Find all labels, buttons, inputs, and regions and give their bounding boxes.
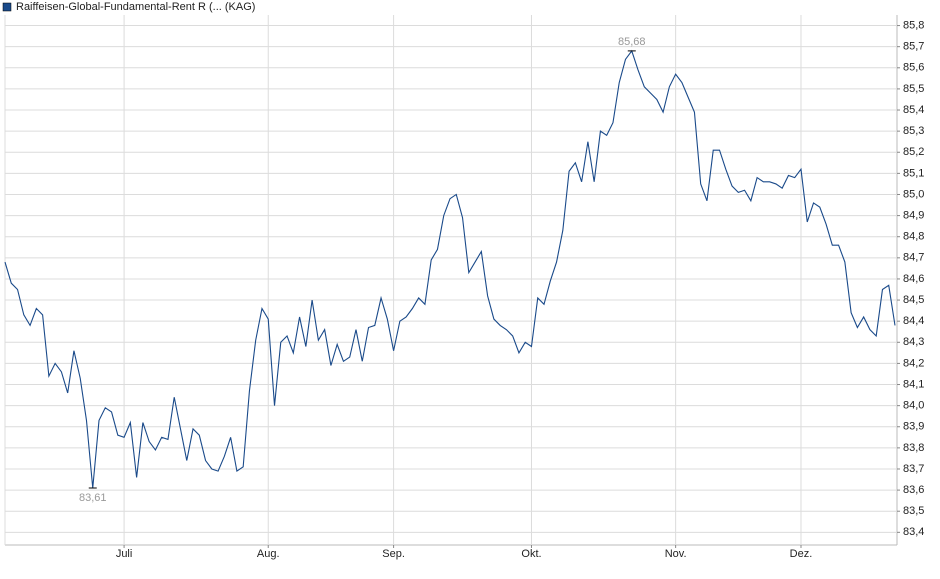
y-tick-label: 84,7 xyxy=(903,252,924,264)
y-tick-label: 83,4 xyxy=(903,526,924,538)
y-tick-label: 85,1 xyxy=(903,167,924,179)
y-tick-label: 83,6 xyxy=(903,484,924,496)
y-tick-label: 85,8 xyxy=(903,19,924,31)
x-tick-label: Nov. xyxy=(665,548,687,560)
x-tick-label: Aug. xyxy=(257,548,280,560)
y-tick-label: 84,6 xyxy=(903,273,924,285)
y-tick-label: 84,9 xyxy=(903,210,924,222)
y-tick-label: 83,5 xyxy=(903,505,924,517)
legend-swatch xyxy=(2,2,12,12)
annotation: 83,61 xyxy=(79,492,107,504)
y-tick-label: 85,7 xyxy=(903,41,924,53)
y-tick-label: 85,5 xyxy=(903,83,924,95)
y-tick-label: 84,1 xyxy=(903,378,924,390)
y-tick-label: 85,2 xyxy=(903,146,924,158)
y-tick-label: 84,8 xyxy=(903,231,924,243)
y-tick-label: 84,0 xyxy=(903,400,924,412)
legend-label: Raiffeisen-Global-Fundamental-Rent R (..… xyxy=(16,1,255,13)
data-line xyxy=(4,49,896,489)
y-tick-label: 85,4 xyxy=(903,104,924,116)
y-tick-label: 84,4 xyxy=(903,315,924,327)
y-tick-label: 83,9 xyxy=(903,421,924,433)
y-tick-label: 85,0 xyxy=(903,188,924,200)
x-tick-label: Juli xyxy=(116,548,133,560)
y-tick-label: 83,8 xyxy=(903,442,924,454)
y-tick-label: 83,7 xyxy=(903,463,924,475)
y-tick-label: 84,2 xyxy=(903,357,924,369)
y-tick-label: 85,6 xyxy=(903,62,924,74)
x-tick-label: Dez. xyxy=(790,548,813,560)
x-tick-label: Sep. xyxy=(382,548,405,560)
y-tick-label: 84,3 xyxy=(903,336,924,348)
y-tick-label: 85,3 xyxy=(903,125,924,137)
y-tick-label: 84,5 xyxy=(903,294,924,306)
annotation: 85,68 xyxy=(618,36,646,48)
x-tick-label: Okt. xyxy=(521,548,541,560)
